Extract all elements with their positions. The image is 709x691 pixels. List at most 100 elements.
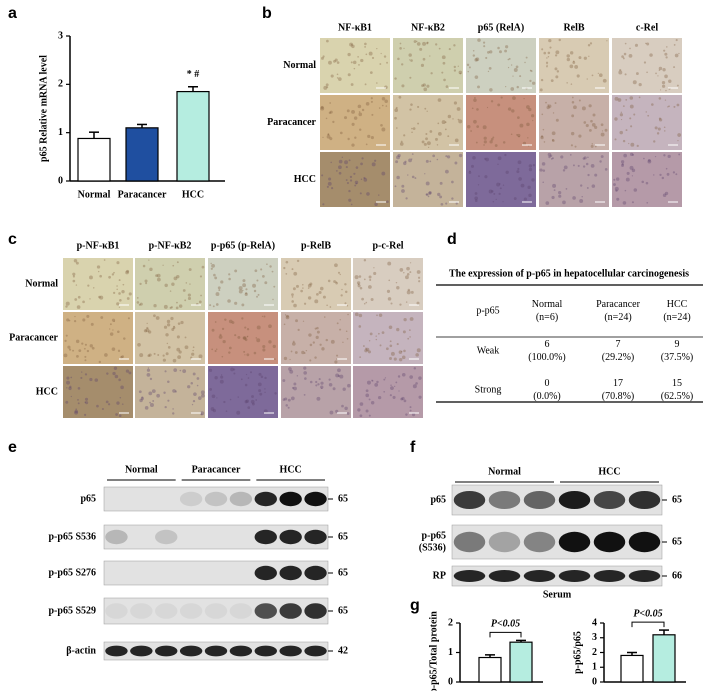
cell-texture [282, 398, 286, 401]
band [628, 491, 661, 509]
cell-texture [119, 397, 122, 399]
cell-texture [507, 107, 512, 111]
cell-texture [571, 114, 575, 118]
cell-texture [126, 269, 130, 273]
cell-texture [210, 407, 215, 411]
cell-texture [264, 376, 267, 380]
cell-texture [209, 387, 213, 391]
cell-texture [422, 57, 426, 61]
panel-label: c [8, 231, 17, 248]
cell-texture [475, 141, 478, 144]
cell-texture [83, 347, 86, 350]
cell-texture [215, 303, 219, 306]
cell-texture [590, 144, 594, 148]
cell-texture [410, 290, 414, 294]
cell-texture [334, 263, 338, 268]
cell-texture [96, 265, 101, 269]
cell-texture [121, 403, 124, 405]
y-tick-label: 0 [58, 175, 63, 186]
cell-texture [98, 295, 101, 299]
size-label: 42 [338, 645, 348, 656]
cell-texture [84, 343, 87, 346]
cell-texture [139, 282, 142, 286]
cell-texture [522, 141, 527, 146]
cell-texture [128, 371, 132, 375]
blot-strip [451, 484, 663, 516]
cell-texture [334, 58, 338, 62]
cell-texture [156, 273, 161, 278]
cell-texture [339, 131, 343, 135]
cell-texture [658, 69, 660, 72]
cell-texture [527, 185, 531, 189]
cell-texture [287, 398, 291, 402]
cell-texture [187, 385, 191, 389]
cell-texture [173, 276, 178, 281]
panel-label: g [410, 597, 420, 614]
cell-texture [541, 48, 544, 51]
band [254, 529, 277, 545]
annotation: P<0.05 [491, 619, 520, 630]
cell-texture [358, 111, 361, 113]
cell-texture [244, 338, 248, 342]
cell-texture [360, 58, 364, 63]
row-label: HCC [36, 386, 58, 397]
cell-texture [149, 403, 154, 408]
cell-texture [672, 171, 676, 174]
cell-texture [632, 80, 637, 85]
cell-texture [118, 414, 122, 418]
cell-texture [170, 306, 173, 309]
table-cell: Weak [477, 345, 500, 356]
cell-texture [321, 174, 324, 177]
cell-texture [370, 401, 375, 405]
cell-texture [187, 293, 191, 297]
cell-texture [654, 126, 658, 130]
micrograph [353, 312, 423, 364]
cell-texture [151, 389, 156, 393]
cell-texture [209, 304, 212, 307]
cell-texture [476, 108, 479, 111]
row-label: Paracancer [9, 332, 58, 343]
cell-texture [455, 202, 458, 205]
band [628, 570, 661, 582]
band [488, 570, 521, 582]
cell-texture [149, 267, 153, 272]
cell-texture [390, 384, 392, 386]
cell-texture [436, 144, 439, 146]
cell-texture [492, 136, 495, 139]
micrograph [466, 95, 536, 150]
cell-texture [487, 51, 490, 54]
column-header: c-Rel [636, 22, 658, 33]
cell-texture [540, 78, 544, 82]
bar [620, 654, 644, 683]
cell-texture [296, 375, 299, 377]
cell-texture [77, 387, 81, 390]
cell-texture [439, 181, 443, 185]
cell-texture [357, 104, 362, 109]
cell-texture [630, 125, 633, 128]
cell-texture [374, 159, 377, 162]
cell-texture [389, 394, 392, 397]
cell-texture [553, 189, 556, 192]
cell-texture [118, 378, 121, 382]
cell-texture [600, 123, 604, 127]
cell-texture [625, 129, 628, 132]
cell-texture [653, 174, 655, 176]
cell-texture [357, 284, 361, 288]
band [254, 491, 277, 507]
cell-texture [445, 85, 449, 89]
cell-texture [614, 138, 617, 141]
cell-texture [629, 104, 634, 109]
cell-texture [445, 202, 448, 205]
cell-texture [587, 44, 591, 47]
cell-texture [517, 133, 521, 138]
cell-texture [367, 134, 371, 139]
cell-texture [409, 108, 412, 111]
cell-texture [305, 349, 308, 352]
cell-texture [347, 73, 351, 77]
cell-texture [351, 43, 353, 46]
table-cell: 0 [545, 378, 550, 389]
cell-texture [566, 54, 570, 58]
cell-texture [73, 319, 77, 323]
cell-texture [169, 306, 172, 309]
cell-texture [615, 189, 618, 192]
